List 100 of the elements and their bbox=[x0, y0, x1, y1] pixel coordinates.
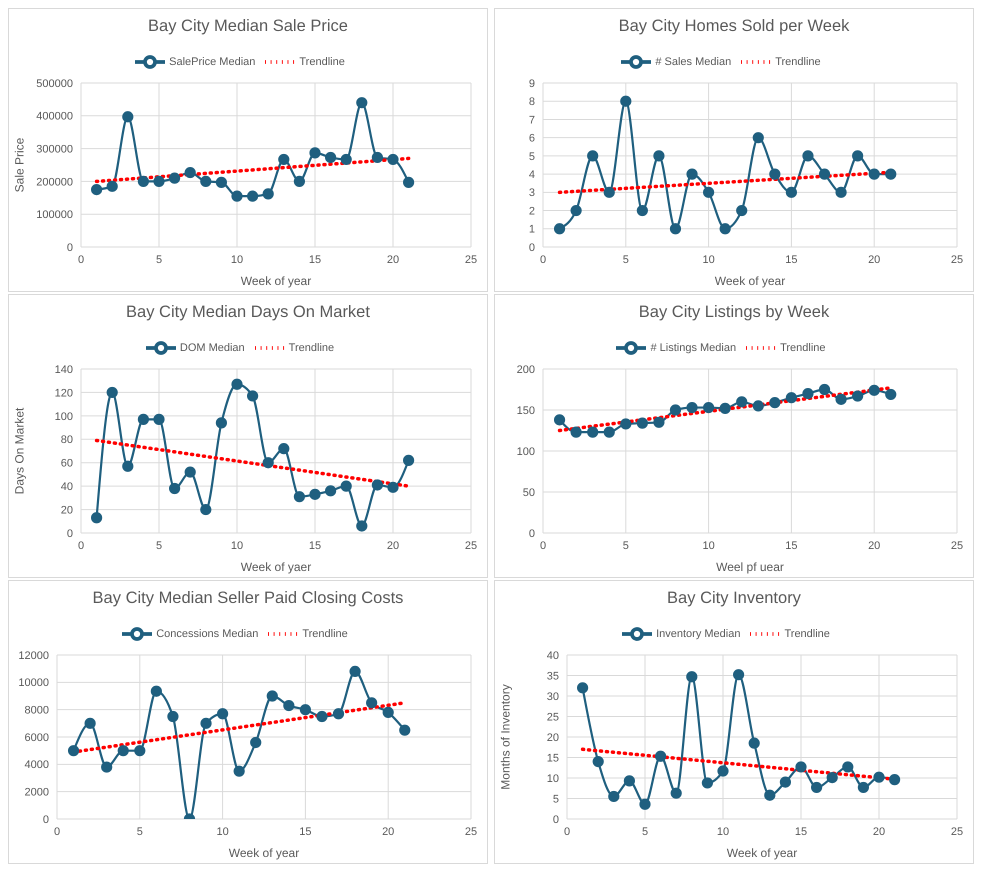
legend-label: SalePrice Median bbox=[169, 56, 256, 68]
point bbox=[91, 184, 102, 196]
x-tick-label: 5 bbox=[156, 254, 162, 266]
point bbox=[852, 390, 864, 402]
point bbox=[134, 745, 146, 756]
point bbox=[620, 96, 632, 107]
x-tick-label: 10 bbox=[230, 254, 244, 266]
point bbox=[703, 402, 714, 414]
point bbox=[604, 186, 615, 198]
point bbox=[231, 190, 243, 202]
point bbox=[604, 426, 615, 438]
point bbox=[316, 710, 328, 722]
x-tick-label: 20 bbox=[386, 540, 400, 552]
y-tick-label: 100 bbox=[516, 446, 535, 458]
x-tick-label: 25 bbox=[464, 826, 478, 838]
point bbox=[717, 765, 729, 777]
x-tick-label: 20 bbox=[382, 826, 394, 838]
chart-title: Bay City Median Sale Price bbox=[147, 16, 349, 37]
x-tick-label: 5 bbox=[622, 254, 629, 266]
point bbox=[736, 396, 748, 408]
y-tick-label: 25 bbox=[546, 711, 559, 724]
y-tick-label: 100000 bbox=[36, 209, 73, 222]
point bbox=[639, 798, 651, 810]
y-tick-label: 300000 bbox=[36, 144, 73, 156]
x-tick-label: 15 bbox=[308, 540, 322, 552]
legend-label: # Sales Median bbox=[655, 56, 732, 68]
y-tick-label: 100 bbox=[54, 410, 73, 423]
point bbox=[885, 388, 896, 400]
point bbox=[382, 706, 394, 718]
point bbox=[818, 168, 830, 180]
point bbox=[795, 761, 807, 773]
y-tick-label: 7 bbox=[528, 114, 535, 126]
y-tick-label: 140 bbox=[54, 364, 73, 376]
y-tick-label: 200 bbox=[516, 364, 535, 376]
point bbox=[325, 485, 336, 496]
point bbox=[122, 460, 134, 472]
legend-label: Trendline bbox=[780, 342, 826, 354]
y-tick-label: 80 bbox=[60, 434, 73, 446]
y-tick-label: 40 bbox=[546, 650, 559, 662]
y-tick-label: 0 bbox=[66, 528, 73, 540]
point bbox=[399, 724, 410, 736]
point bbox=[670, 788, 682, 799]
point bbox=[266, 690, 278, 702]
y-tick-label: 6000 bbox=[24, 732, 49, 744]
legend-label: DOM Median bbox=[180, 342, 245, 354]
point bbox=[387, 154, 399, 166]
point bbox=[217, 708, 228, 720]
point bbox=[653, 416, 665, 428]
point bbox=[200, 504, 212, 516]
x-tick-label: 25 bbox=[464, 540, 478, 552]
y-tick-label: 20 bbox=[60, 504, 73, 516]
point bbox=[764, 790, 776, 801]
point bbox=[624, 775, 635, 786]
point bbox=[356, 97, 368, 108]
y-tick-label: 10 bbox=[546, 772, 559, 785]
point bbox=[91, 512, 102, 524]
x-tick-label: 25 bbox=[464, 254, 478, 266]
point bbox=[653, 150, 665, 162]
point bbox=[752, 132, 764, 144]
point bbox=[309, 488, 321, 500]
x-tick-label: 10 bbox=[216, 826, 229, 838]
x-tick-label: 20 bbox=[868, 254, 880, 266]
legend-label: Trendline bbox=[288, 342, 334, 354]
y-tick-label: 120 bbox=[54, 387, 73, 400]
point bbox=[802, 150, 814, 162]
point bbox=[247, 190, 258, 202]
point bbox=[720, 402, 731, 414]
y-tick-label: 150 bbox=[516, 404, 535, 417]
point bbox=[262, 457, 274, 468]
y-tick-label: 12000 bbox=[18, 650, 49, 662]
point bbox=[278, 154, 290, 166]
point bbox=[786, 186, 797, 198]
y-tick-label: 1 bbox=[528, 224, 535, 236]
chart-title: Bay City Median Seller Paid Closing Costs bbox=[92, 588, 404, 609]
legend-label: Concessions Median bbox=[156, 628, 258, 640]
point bbox=[802, 388, 814, 400]
point bbox=[748, 738, 760, 749]
x-tick-label: 5 bbox=[622, 540, 629, 552]
y-tick-label: 2 bbox=[528, 205, 535, 218]
point bbox=[68, 745, 80, 756]
point bbox=[752, 400, 764, 412]
point bbox=[835, 394, 847, 405]
point bbox=[720, 223, 731, 234]
x-tick-label: 10 bbox=[716, 826, 730, 838]
point bbox=[636, 418, 648, 429]
y-tick-label: 35 bbox=[546, 670, 559, 682]
x-axis-title: Weel pf uear bbox=[716, 560, 784, 574]
x-tick-label: 5 bbox=[642, 826, 648, 838]
y-tick-label: 6 bbox=[528, 132, 535, 145]
point bbox=[608, 790, 620, 802]
point bbox=[403, 176, 414, 188]
x-tick-label: 5 bbox=[156, 540, 162, 552]
y-tick-label: 9 bbox=[528, 78, 535, 90]
y-tick-label: 0 bbox=[66, 242, 73, 254]
y-tick-label: 3 bbox=[528, 187, 535, 200]
point bbox=[570, 426, 582, 438]
point bbox=[811, 782, 822, 794]
point bbox=[122, 111, 134, 122]
point bbox=[150, 686, 162, 697]
point bbox=[169, 482, 180, 494]
